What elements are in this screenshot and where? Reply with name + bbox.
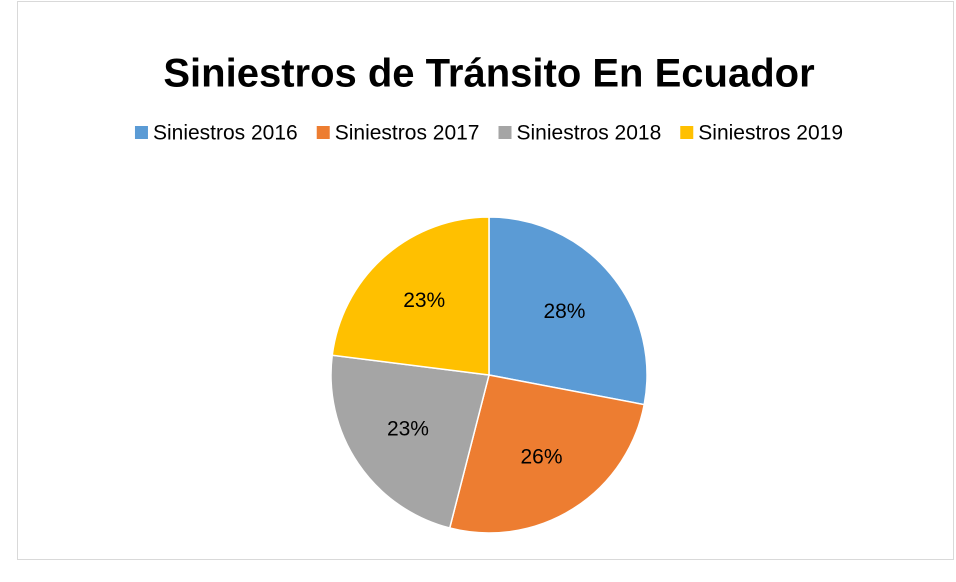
legend-swatch <box>134 126 148 139</box>
legend-label: Siniestros 2018 <box>517 122 662 145</box>
legend-label: Siniestros 2019 <box>698 122 843 145</box>
chart-title: Siniestros de Tránsito En Ecuador <box>163 52 814 96</box>
data-label: 23% <box>403 289 445 312</box>
legend-label: Siniestros 2016 <box>153 122 298 145</box>
pie-slice <box>488 216 648 406</box>
legend-swatch <box>316 126 330 139</box>
data-label: 23% <box>387 418 429 441</box>
legend-label: Siniestros 2017 <box>335 122 480 145</box>
legend-swatch <box>680 126 694 139</box>
legend-swatch <box>498 126 512 139</box>
pie-slice <box>330 354 490 529</box>
pie-slice <box>331 216 490 376</box>
data-label: 26% <box>520 445 562 468</box>
data-label: 28% <box>543 300 585 323</box>
pie-slice <box>448 374 646 534</box>
